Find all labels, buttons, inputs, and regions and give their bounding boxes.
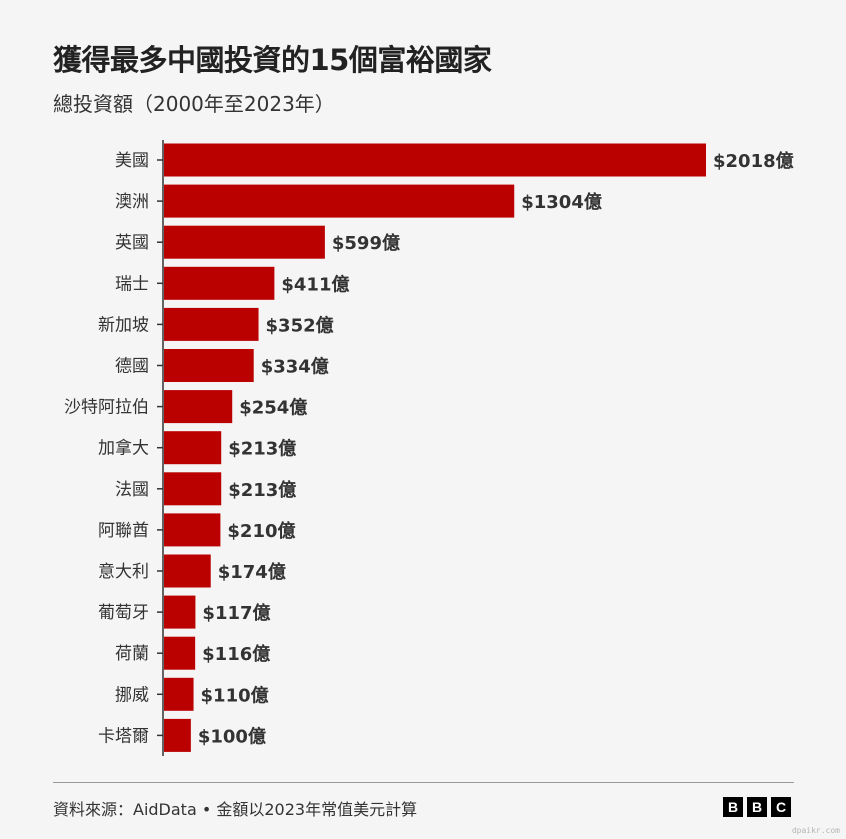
category-label: 挪威	[115, 685, 149, 705]
bar	[164, 513, 221, 547]
category-label: 阿聯酋	[98, 521, 149, 541]
bar	[164, 677, 194, 711]
chart-title: 獲得最多中國投資的15個富裕國家	[53, 43, 492, 77]
watermark: dpaikr.com	[791, 826, 840, 835]
category-label: 沙特阿拉伯	[64, 398, 149, 418]
category-label: 德國	[115, 357, 149, 377]
value-label: $213億	[228, 479, 296, 501]
value-label: $411億	[281, 273, 349, 295]
value-label: $352億	[266, 314, 334, 336]
category-label: 意大利	[98, 562, 149, 582]
value-label: $254億	[239, 397, 307, 419]
category-label: 荷蘭	[115, 644, 149, 664]
category-label: 加拿大	[98, 438, 149, 459]
value-label: $1304億	[521, 191, 602, 213]
bar	[164, 349, 254, 382]
bar	[164, 225, 325, 259]
bar	[164, 636, 196, 670]
logo-letter-b2: B	[747, 797, 767, 817]
bbc-logo: B B C	[723, 797, 791, 817]
footer-divider	[53, 782, 794, 783]
bar	[164, 554, 211, 588]
bar	[164, 266, 275, 300]
category-label: 美國	[115, 151, 149, 171]
bar	[164, 431, 222, 465]
bar	[164, 472, 222, 506]
value-label: $116億	[202, 643, 270, 665]
category-label: 卡塔爾	[98, 726, 149, 746]
bar	[164, 390, 233, 424]
value-label: $100億	[198, 725, 266, 747]
logo-letter-c: C	[771, 797, 791, 817]
category-label: 英國	[115, 233, 149, 253]
value-label: $334億	[261, 356, 329, 378]
bar	[164, 718, 191, 752]
value-label: $599億	[332, 232, 400, 254]
category-label: 澳洲	[115, 192, 149, 212]
value-label: $210億	[227, 520, 295, 542]
category-label: 瑞士	[115, 274, 149, 294]
bar	[164, 184, 515, 218]
value-label: $110億	[201, 684, 269, 706]
bar	[164, 143, 706, 177]
bar	[164, 595, 196, 629]
category-label: 葡萄牙	[98, 603, 149, 623]
chart-subtitle: 總投資額（2000年至2023年）	[53, 92, 335, 116]
category-label: 新加坡	[98, 315, 149, 335]
logo-letter-b1: B	[723, 797, 743, 817]
category-label: 法國	[115, 480, 149, 500]
bar	[164, 307, 259, 341]
value-label: $213億	[228, 438, 296, 460]
source-note: 資料來源：AidData • 金額以2023年常值美元計算	[53, 800, 418, 819]
value-label: $2018億	[713, 150, 794, 172]
value-label: $117億	[202, 602, 270, 624]
value-label: $174億	[218, 561, 286, 583]
